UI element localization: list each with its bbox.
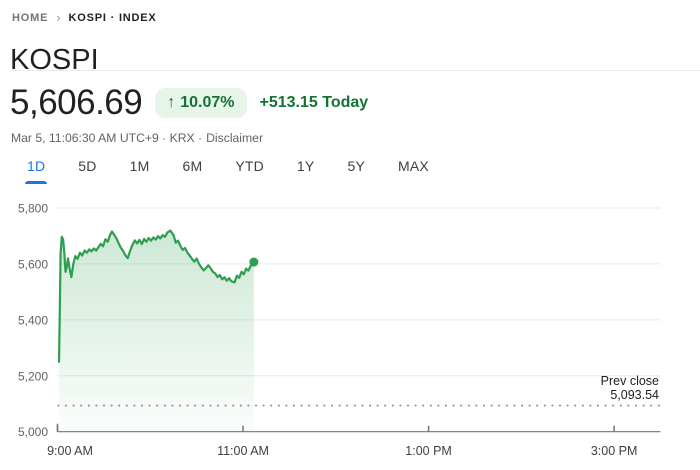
breadcrumb-current: KOSPI · INDEX	[68, 11, 157, 24]
tab-5d[interactable]: 5D	[76, 153, 98, 184]
change-absolute: +513.15 Today	[259, 94, 369, 111]
svg-text:5,093.54: 5,093.54	[610, 388, 659, 402]
chart-end-dot	[249, 257, 259, 267]
time-range-tabs: 1D 5D 1M 6M YTD 1Y 5Y MAX	[25, 153, 431, 184]
breadcrumb: HOME KOSPI · INDEX	[12, 10, 157, 25]
breadcrumb-home-link[interactable]: HOME	[12, 11, 49, 24]
page-title: KOSPI	[10, 44, 99, 77]
svg-text:Prev close: Prev close	[601, 374, 659, 388]
tab-1y[interactable]: 1Y	[295, 153, 317, 184]
disclaimer-link[interactable]: Disclaimer	[206, 131, 264, 145]
svg-text:5,400: 5,400	[18, 313, 48, 327]
tab-1d[interactable]: 1D	[25, 153, 48, 184]
chevron-right-icon	[56, 10, 60, 25]
svg-text:1:00 PM: 1:00 PM	[405, 444, 452, 458]
price-chart[interactable]: 5,800 5,600 5,400 5,200 5,000 Prev close5,093…	[0, 193, 700, 470]
up-arrow-icon: ↑	[167, 94, 176, 111]
tab-6m[interactable]: 6M	[180, 153, 204, 184]
quote-row: 5,606.69 ↑ 10.07% +513.15 Today	[10, 84, 368, 122]
svg-text:5,000: 5,000	[18, 425, 48, 439]
svg-text:5,800: 5,800	[18, 202, 48, 216]
quote-meta: Mar 5, 11:06:30 AM UTC+9 · KRX · Disclai…	[11, 131, 263, 145]
header-divider	[10, 70, 700, 71]
change-percent-badge: ↑ 10.07%	[155, 88, 247, 118]
tab-ytd[interactable]: YTD	[233, 153, 266, 184]
x-axis: 9:00 AM 11:00 AM 1:00 PM 3:00 PM	[47, 423, 661, 458]
timestamp-text: Mar 5, 11:06:30 AM UTC+9 · KRX ·	[11, 131, 203, 145]
svg-text:3:00 PM: 3:00 PM	[591, 444, 638, 458]
svg-text:11:00 AM: 11:00 AM	[217, 444, 269, 458]
svg-text:5,200: 5,200	[18, 369, 48, 383]
chart-line	[57, 229, 255, 363]
y-axis-labels: 5,800 5,600 5,400 5,200 5,000	[18, 202, 48, 440]
svg-text:9:00 AM: 9:00 AM	[47, 444, 93, 458]
tab-1m[interactable]: 1M	[128, 153, 152, 184]
current-price: 5,606.69	[10, 83, 143, 122]
change-percent-value: 10.07%	[180, 94, 235, 111]
svg-text:5,600: 5,600	[18, 257, 48, 271]
tab-5y[interactable]: 5Y	[345, 153, 367, 184]
chart-area-fill	[59, 230, 254, 432]
tab-max[interactable]: MAX	[396, 153, 431, 184]
